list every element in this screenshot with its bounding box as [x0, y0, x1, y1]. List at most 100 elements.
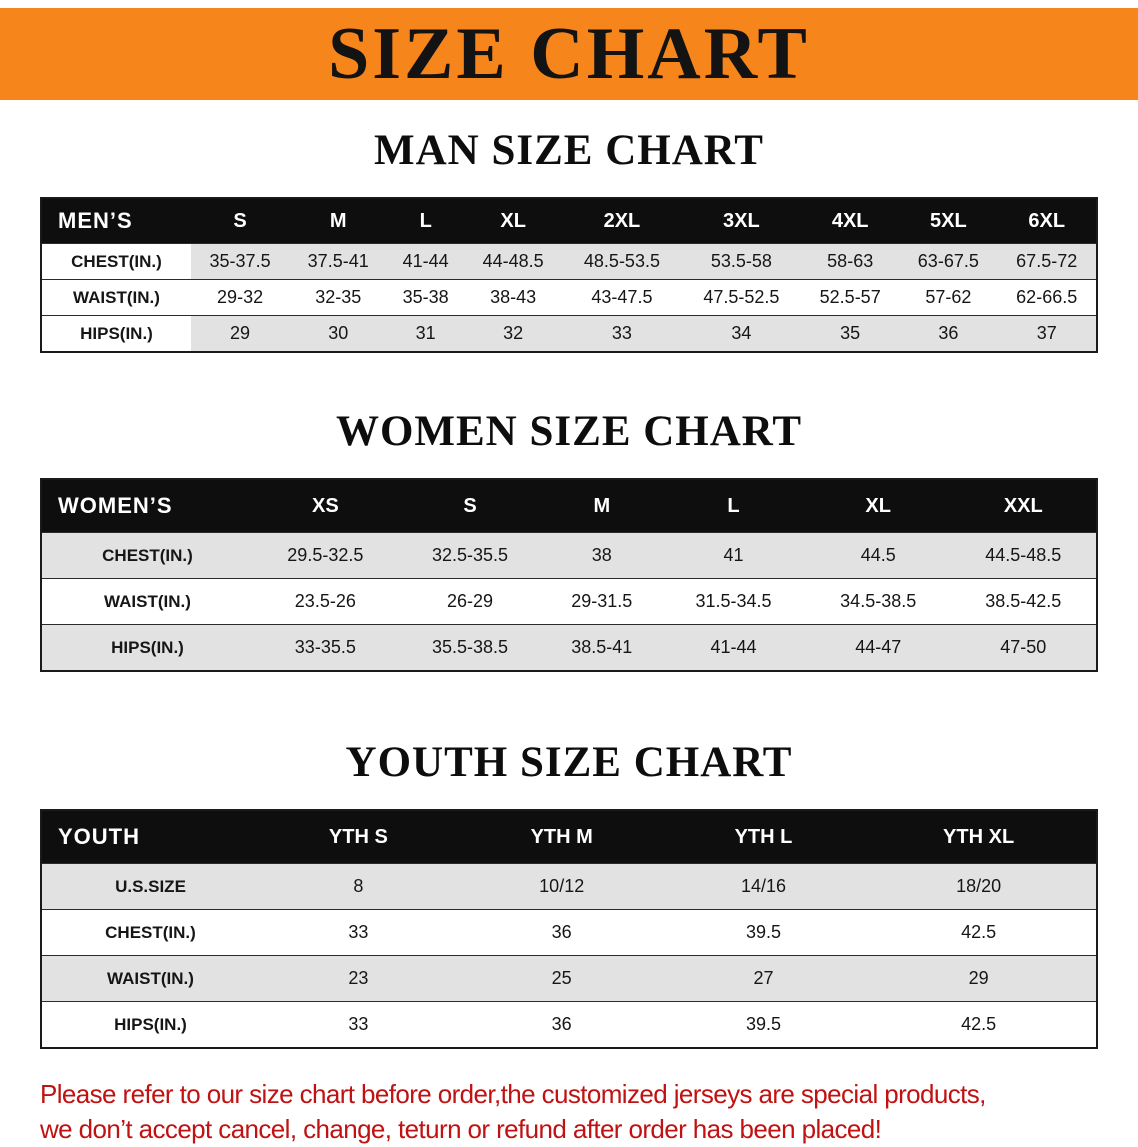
table-row: CHEST(IN.) 29.5-32.5 32.5-35.5 38 41 44.5 44.5…	[41, 532, 1097, 579]
size-value: 10/12	[457, 863, 666, 910]
size-value: 52.5-57	[801, 279, 900, 316]
size-value: 39.5	[665, 909, 862, 956]
size-value: 38.5-42.5	[950, 578, 1097, 625]
size-value: 62-66.5	[997, 279, 1097, 316]
size-value: 31	[387, 315, 465, 352]
size-column-header: 3XL	[681, 198, 802, 244]
size-column-header: YTH XL	[861, 810, 1097, 864]
men-size-table: MEN’S S M L XL 2XL 3XL 4XL 5XL 6XL CHEST(IN.) 35-37…	[40, 197, 1098, 353]
size-value: 42.5	[861, 1001, 1097, 1048]
size-column-header: YTH M	[457, 810, 666, 864]
size-value: 29-32	[191, 279, 290, 316]
size-value: 29-31.5	[542, 578, 662, 625]
youth-size-table: YOUTH YTH S YTH M YTH L YTH XL U.S.SIZE 8 10/12…	[40, 809, 1098, 1049]
size-value: 35	[801, 315, 900, 352]
table-row: HIPS(IN.) 29 30 31 32 33 34 35 36 37	[41, 315, 1097, 352]
size-value: 36	[899, 315, 998, 352]
size-value: 44.5	[805, 532, 951, 579]
size-column-header: S	[191, 198, 290, 244]
table-group-label: MEN’S	[41, 198, 191, 244]
size-value: 25	[457, 955, 666, 1002]
table-row: WAIST(IN.) 23.5-26 26-29 29-31.5 31.5-34.5 34…	[41, 578, 1097, 625]
youth-section-heading: YOUTH SIZE CHART	[345, 739, 793, 786]
size-value: 34.5-38.5	[805, 578, 951, 625]
size-value: 30	[289, 315, 388, 352]
size-column-header: XS	[253, 479, 398, 533]
size-column-header: 4XL	[801, 198, 900, 244]
table-row: WAIST(IN.) 29-32 32-35 35-38 38-43 43-47.5 47.…	[41, 279, 1097, 316]
size-value: 43-47.5	[562, 279, 682, 316]
row-label: U.S.SIZE	[41, 863, 259, 910]
size-column-header: M	[542, 479, 662, 533]
size-value: 44.5-48.5	[950, 532, 1097, 579]
size-value: 23.5-26	[253, 578, 398, 625]
row-label: CHEST(IN.)	[41, 909, 259, 956]
size-value: 44-48.5	[464, 243, 563, 280]
table-row: HIPS(IN.) 33 36 39.5 42.5	[41, 1001, 1097, 1048]
size-column-header: YTH L	[665, 810, 862, 864]
size-column-header: L	[387, 198, 465, 244]
table-header-row: YOUTH YTH S YTH M YTH L YTH XL	[41, 810, 1097, 864]
size-value: 36	[457, 909, 666, 956]
size-value: 37	[997, 315, 1097, 352]
size-value: 41-44	[387, 243, 465, 280]
size-column-header: XL	[464, 198, 563, 244]
size-value: 18/20	[861, 863, 1097, 910]
size-value: 33	[259, 909, 458, 956]
size-value: 47-50	[950, 624, 1097, 671]
disclaimer-line-2: we don’t accept cancel, change, teturn o…	[40, 1114, 882, 1145]
size-value: 41-44	[661, 624, 806, 671]
size-value: 32-35	[289, 279, 388, 316]
size-value: 35-37.5	[191, 243, 290, 280]
size-value: 57-62	[899, 279, 998, 316]
size-value: 42.5	[861, 909, 1097, 956]
size-value: 38.5-41	[542, 624, 662, 671]
size-value: 32	[464, 315, 563, 352]
size-value: 14/16	[665, 863, 862, 910]
row-label: HIPS(IN.)	[41, 1001, 259, 1048]
women-size-section: WOMEN SIZE CHART WOMEN’S XS S M L XL XXL CHEST(…	[0, 407, 1138, 672]
size-column-header: 5XL	[899, 198, 998, 244]
size-column-header: 2XL	[562, 198, 682, 244]
men-section-heading: MAN SIZE CHART	[374, 127, 764, 174]
size-column-header: S	[397, 479, 543, 533]
size-value: 47.5-52.5	[681, 279, 802, 316]
table-row: WAIST(IN.) 23 25 27 29	[41, 955, 1097, 1002]
row-label: CHEST(IN.)	[41, 243, 191, 280]
size-chart-banner: SIZE CHART	[0, 8, 1138, 100]
size-value: 8	[259, 863, 458, 910]
size-value: 53.5-58	[681, 243, 802, 280]
size-value: 36	[457, 1001, 666, 1048]
row-label: WAIST(IN.)	[41, 955, 259, 1002]
row-label: CHEST(IN.)	[41, 532, 253, 579]
size-column-header: L	[661, 479, 806, 533]
size-value: 27	[665, 955, 862, 1002]
size-value: 34	[681, 315, 802, 352]
size-value: 33	[259, 1001, 458, 1048]
size-value: 38	[542, 532, 662, 579]
size-value: 26-29	[397, 578, 543, 625]
table-group-label: WOMEN’S	[41, 479, 253, 533]
size-value: 58-63	[801, 243, 900, 280]
table-row: CHEST(IN.) 33 36 39.5 42.5	[41, 909, 1097, 956]
size-column-header: M	[289, 198, 388, 244]
women-size-table: WOMEN’S XS S M L XL XXL CHEST(IN.) 29.5-32.5 32.5…	[40, 478, 1098, 672]
disclaimer-line-1: Please refer to our size chart before or…	[40, 1079, 986, 1109]
size-value: 67.5-72	[997, 243, 1097, 280]
size-value: 39.5	[665, 1001, 862, 1048]
size-value: 31.5-34.5	[661, 578, 806, 625]
table-row: CHEST(IN.) 35-37.5 37.5-41 41-44 44-48.5 48.5…	[41, 243, 1097, 280]
table-row: U.S.SIZE 8 10/12 14/16 18/20	[41, 863, 1097, 910]
size-value: 29	[861, 955, 1097, 1002]
size-value: 32.5-35.5	[397, 532, 543, 579]
size-value: 23	[259, 955, 458, 1002]
size-value: 41	[661, 532, 806, 579]
size-value: 33-35.5	[253, 624, 398, 671]
size-value: 29.5-32.5	[253, 532, 398, 579]
size-column-header: XL	[805, 479, 951, 533]
size-value: 29	[191, 315, 290, 352]
size-column-header: 6XL	[997, 198, 1097, 244]
table-header-row: MEN’S S M L XL 2XL 3XL 4XL 5XL 6XL	[41, 198, 1097, 244]
table-header-row: WOMEN’S XS S M L XL XXL	[41, 479, 1097, 533]
women-section-heading: WOMEN SIZE CHART	[335, 408, 803, 455]
